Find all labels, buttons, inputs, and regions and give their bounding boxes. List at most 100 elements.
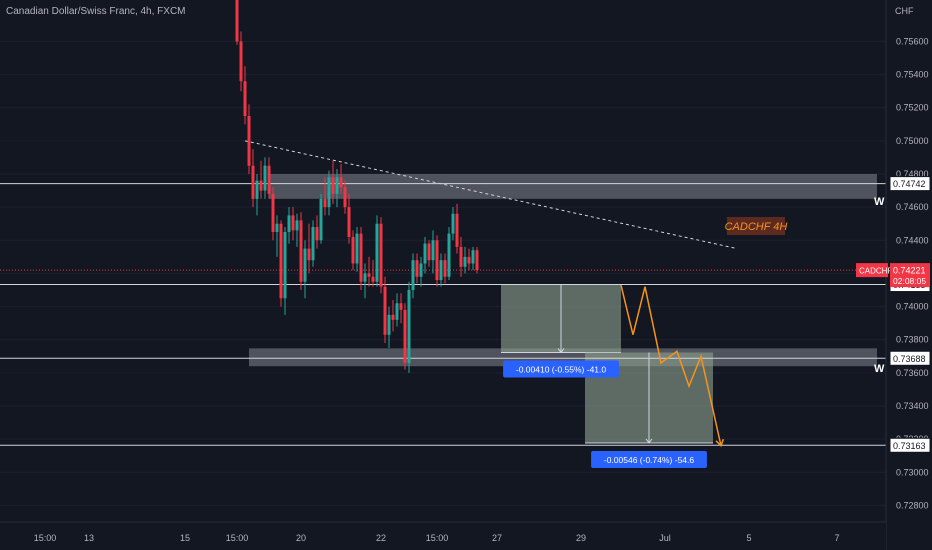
candle[interactable] bbox=[267, 165, 271, 194]
candle[interactable] bbox=[467, 256, 471, 264]
candle[interactable] bbox=[239, 41, 243, 82]
candle[interactable] bbox=[459, 246, 463, 267]
time-tick-label: 15:00 bbox=[34, 533, 57, 543]
price-tick-label: 0.73400 bbox=[896, 401, 929, 411]
price-tick-label: 0.74800 bbox=[896, 169, 929, 179]
projection-path[interactable] bbox=[620, 284, 722, 446]
candle[interactable] bbox=[411, 260, 415, 290]
candle[interactable] bbox=[431, 240, 435, 261]
candle[interactable] bbox=[415, 260, 419, 277]
annotation-text: CADCHF 4H bbox=[725, 221, 788, 233]
price-tick-label: 0.75200 bbox=[896, 103, 929, 113]
candle[interactable] bbox=[339, 177, 343, 188]
price-tick-label: 0.73800 bbox=[896, 335, 929, 345]
supply-zone[interactable] bbox=[269, 174, 877, 199]
price-tick-label: 0.75400 bbox=[896, 70, 929, 80]
candle[interactable] bbox=[299, 220, 303, 282]
time-tick-label: 5 bbox=[746, 533, 751, 543]
measure-label: -0.00410 (-0.55%) -41.0 bbox=[516, 364, 607, 374]
candle[interactable] bbox=[303, 248, 307, 282]
zone-marker: W bbox=[874, 363, 885, 375]
time-tick-label: 7 bbox=[834, 533, 839, 543]
candle[interactable] bbox=[435, 240, 439, 281]
candle[interactable] bbox=[471, 250, 475, 264]
time-axis[interactable] bbox=[0, 522, 886, 550]
candle[interactable] bbox=[371, 276, 375, 282]
candle[interactable] bbox=[375, 223, 379, 282]
candle[interactable] bbox=[251, 165, 255, 199]
candle[interactable] bbox=[395, 303, 399, 320]
candle[interactable] bbox=[327, 177, 331, 208]
candle[interactable] bbox=[355, 233, 359, 264]
symbol-tag: CADCHF bbox=[859, 267, 892, 276]
candle[interactable] bbox=[315, 227, 319, 241]
candle[interactable] bbox=[351, 236, 355, 264]
candle[interactable] bbox=[387, 314, 391, 335]
symbol-tag-box bbox=[856, 263, 888, 278]
candle[interactable] bbox=[275, 223, 279, 232]
price-tick-label: 0.75600 bbox=[896, 36, 929, 46]
candle[interactable] bbox=[255, 180, 259, 199]
candle[interactable] bbox=[423, 243, 427, 264]
candle[interactable] bbox=[447, 233, 451, 277]
candle[interactable] bbox=[235, 0, 239, 42]
level-price-label: 0.73163 bbox=[893, 441, 926, 451]
candle[interactable] bbox=[323, 198, 327, 208]
candle[interactable] bbox=[291, 215, 295, 231]
time-tick-label: 15:00 bbox=[426, 533, 449, 543]
candle[interactable] bbox=[331, 177, 335, 194]
candle[interactable] bbox=[439, 260, 443, 281]
candle[interactable] bbox=[407, 290, 411, 363]
annotation-box[interactable] bbox=[727, 217, 785, 235]
price-tick-label: 0.74000 bbox=[896, 302, 929, 312]
candle[interactable] bbox=[363, 273, 367, 282]
candle[interactable] bbox=[391, 314, 395, 320]
candle[interactable] bbox=[311, 227, 315, 261]
candle[interactable] bbox=[243, 81, 247, 116]
level-price-label: 0.74742 bbox=[893, 179, 926, 189]
candle[interactable] bbox=[283, 232, 287, 299]
zone-marker: W bbox=[874, 196, 885, 208]
candle[interactable] bbox=[343, 187, 347, 208]
candle[interactable] bbox=[319, 198, 323, 241]
candle[interactable] bbox=[263, 165, 267, 191]
time-tick-label: 22 bbox=[376, 533, 386, 543]
candle[interactable] bbox=[287, 215, 291, 232]
candle[interactable] bbox=[379, 223, 383, 287]
candle[interactable] bbox=[247, 116, 251, 166]
candle[interactable] bbox=[419, 263, 423, 277]
candle[interactable] bbox=[295, 220, 299, 231]
candle[interactable] bbox=[463, 256, 467, 267]
measure-label-box bbox=[591, 450, 707, 468]
candle[interactable] bbox=[347, 207, 351, 237]
measure-arrow-head bbox=[557, 348, 565, 354]
candle[interactable] bbox=[279, 223, 283, 299]
measure-arrow-head bbox=[645, 438, 653, 444]
measure-label: -0.00546 (-0.74%) -54.6 bbox=[604, 455, 695, 465]
candle[interactable] bbox=[359, 233, 363, 282]
candle[interactable] bbox=[335, 177, 339, 194]
candle[interactable] bbox=[475, 250, 479, 271]
candle[interactable] bbox=[259, 180, 263, 191]
projection-arrow-head bbox=[715, 438, 725, 448]
level-price-box bbox=[889, 176, 931, 192]
level-price-box bbox=[889, 350, 931, 366]
candle[interactable] bbox=[271, 193, 275, 232]
candle[interactable] bbox=[367, 273, 371, 277]
candle[interactable] bbox=[427, 243, 431, 261]
candle[interactable] bbox=[307, 248, 311, 261]
candle[interactable] bbox=[455, 213, 459, 247]
candle[interactable] bbox=[399, 303, 403, 310]
measure-label-box bbox=[503, 360, 619, 378]
price-axis-unit: CHF bbox=[895, 6, 914, 16]
candle[interactable] bbox=[383, 286, 387, 335]
candle[interactable] bbox=[403, 309, 407, 363]
price-tick-label: 0.74600 bbox=[896, 202, 929, 212]
countdown-label: 02:08:05 bbox=[893, 276, 926, 286]
candle[interactable] bbox=[451, 213, 455, 234]
current-price-label: 0.74221 bbox=[893, 266, 926, 276]
level-price-box bbox=[889, 437, 931, 453]
candle[interactable] bbox=[443, 260, 447, 277]
